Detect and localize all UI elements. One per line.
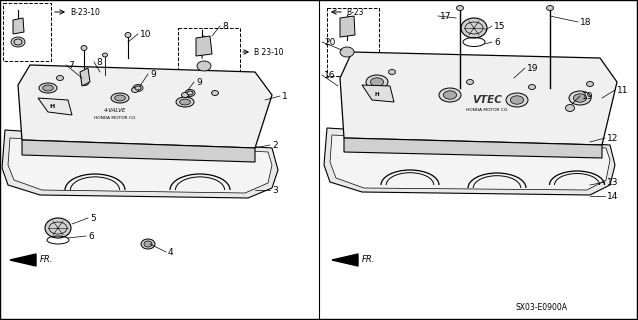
Text: 20: 20 (324, 37, 336, 46)
Polygon shape (340, 16, 355, 37)
Ellipse shape (176, 97, 194, 107)
Text: SX03-E0900A: SX03-E0900A (516, 303, 568, 313)
Ellipse shape (39, 83, 57, 93)
Ellipse shape (547, 5, 554, 11)
Polygon shape (8, 138, 272, 193)
Ellipse shape (81, 45, 87, 51)
Text: 1: 1 (282, 92, 288, 100)
Ellipse shape (144, 241, 152, 247)
Ellipse shape (574, 94, 586, 102)
Polygon shape (330, 135, 610, 190)
Ellipse shape (510, 96, 524, 104)
Text: FR.: FR. (362, 255, 375, 265)
Ellipse shape (57, 76, 64, 81)
Text: 13: 13 (607, 178, 618, 187)
Text: VTEC: VTEC (472, 95, 502, 105)
Polygon shape (196, 36, 212, 56)
Text: 19: 19 (527, 63, 538, 73)
Ellipse shape (82, 81, 89, 85)
Bar (178, 28, 240, 88)
Text: 8: 8 (222, 21, 228, 30)
Ellipse shape (212, 91, 218, 95)
Text: B-23: B-23 (346, 7, 364, 17)
Text: 18: 18 (580, 18, 591, 27)
Ellipse shape (181, 92, 188, 98)
Ellipse shape (565, 105, 574, 111)
Text: 2: 2 (272, 140, 278, 149)
Ellipse shape (528, 84, 535, 90)
Text: B 23-10: B 23-10 (254, 47, 283, 57)
Ellipse shape (461, 18, 487, 38)
Ellipse shape (586, 82, 593, 86)
Ellipse shape (340, 47, 354, 57)
Text: HONDA MOTOR CO.: HONDA MOTOR CO. (466, 108, 508, 112)
Ellipse shape (45, 218, 71, 238)
Bar (3, 3, 51, 61)
Polygon shape (18, 65, 272, 148)
Polygon shape (340, 52, 617, 145)
Text: 3: 3 (272, 186, 278, 195)
Text: 11: 11 (617, 85, 628, 94)
Ellipse shape (180, 99, 190, 105)
Text: 9: 9 (150, 69, 156, 78)
Ellipse shape (569, 91, 591, 105)
Polygon shape (344, 138, 602, 158)
Polygon shape (324, 128, 615, 195)
Text: 4-VALVE: 4-VALVE (104, 108, 126, 113)
Text: 6: 6 (88, 231, 94, 241)
Ellipse shape (197, 61, 211, 71)
Ellipse shape (371, 78, 383, 86)
Text: 12: 12 (607, 133, 618, 142)
Ellipse shape (443, 91, 457, 99)
Text: 10: 10 (140, 29, 151, 38)
Polygon shape (362, 85, 394, 102)
Polygon shape (10, 254, 36, 266)
Text: HONDA MOTOR CO.: HONDA MOTOR CO. (94, 116, 137, 120)
Ellipse shape (43, 85, 54, 91)
Polygon shape (22, 140, 255, 162)
Ellipse shape (103, 53, 107, 57)
Ellipse shape (506, 93, 528, 107)
Text: 4: 4 (168, 247, 174, 257)
Ellipse shape (366, 75, 388, 89)
Ellipse shape (131, 87, 138, 92)
Bar (327, 8, 379, 76)
Ellipse shape (11, 37, 25, 47)
Polygon shape (38, 98, 72, 115)
Ellipse shape (187, 91, 193, 95)
Text: 5: 5 (90, 213, 96, 222)
Polygon shape (332, 254, 358, 266)
Text: B-23-10: B-23-10 (70, 7, 100, 17)
Polygon shape (80, 68, 90, 86)
Ellipse shape (133, 84, 143, 92)
Text: 9: 9 (196, 77, 202, 86)
Text: 16: 16 (324, 70, 336, 79)
Ellipse shape (466, 79, 473, 84)
Ellipse shape (439, 88, 461, 102)
Text: 7: 7 (68, 60, 74, 69)
Ellipse shape (125, 33, 131, 37)
Ellipse shape (141, 239, 155, 249)
Ellipse shape (14, 39, 22, 45)
Polygon shape (13, 18, 24, 34)
Ellipse shape (185, 90, 195, 97)
Ellipse shape (135, 86, 141, 90)
Text: 6: 6 (494, 37, 500, 46)
Polygon shape (2, 130, 278, 198)
Ellipse shape (115, 95, 126, 101)
Ellipse shape (389, 69, 396, 75)
Text: H: H (49, 103, 55, 108)
Text: 14: 14 (607, 191, 618, 201)
Ellipse shape (111, 93, 129, 103)
Text: 17: 17 (440, 12, 452, 20)
Text: H: H (375, 92, 380, 97)
Text: 19: 19 (582, 92, 593, 100)
Ellipse shape (457, 5, 463, 11)
Text: 15: 15 (494, 21, 505, 30)
Text: FR.: FR. (40, 255, 54, 265)
Text: 8: 8 (96, 58, 101, 67)
